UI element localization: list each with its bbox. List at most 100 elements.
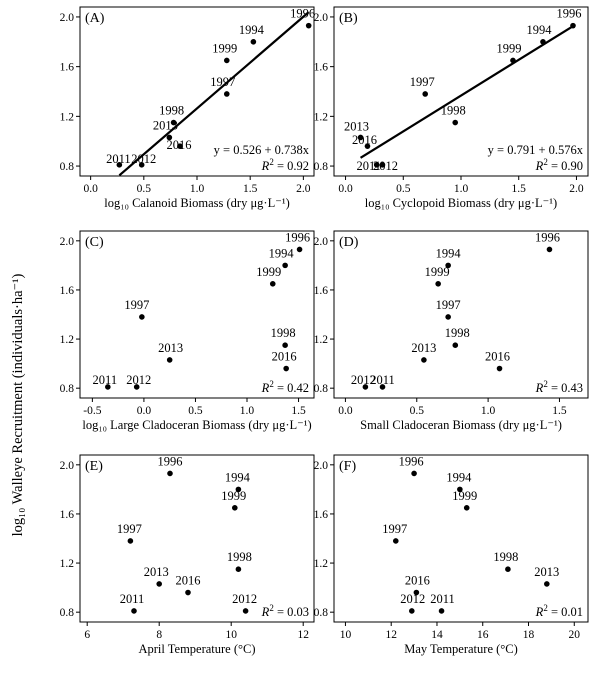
data-point-2012 bbox=[379, 162, 386, 168]
point-label-1998: 1998 bbox=[227, 550, 252, 564]
point-label-1998: 1998 bbox=[493, 550, 518, 564]
data-point-2016 bbox=[283, 365, 289, 372]
point-label-2012: 2012 bbox=[232, 592, 257, 606]
y-tick-label: 1.2 bbox=[60, 334, 75, 346]
y-tick-label: 1.6 bbox=[60, 509, 75, 521]
y-tick-label: 0.8 bbox=[314, 161, 329, 173]
data-point-1994 bbox=[540, 38, 546, 45]
point-label-1996: 1996 bbox=[556, 7, 581, 21]
point-label-1996: 1996 bbox=[285, 230, 310, 244]
data-point-2011 bbox=[379, 384, 386, 390]
x-tick-label: 10 bbox=[340, 629, 352, 641]
data-point-1998 bbox=[452, 119, 459, 126]
data-point-1998 bbox=[452, 342, 459, 348]
point-label-1999: 1999 bbox=[425, 265, 450, 279]
panel-label: (D) bbox=[339, 235, 359, 250]
data-point-1999 bbox=[223, 57, 230, 64]
data-point-2013 bbox=[357, 134, 364, 141]
data-point-1996 bbox=[546, 246, 553, 253]
panel-f: 10 12 14 16 18 20 0.8 1.2 1.6 2.0 (F) May Temperatu… bbox=[314, 454, 589, 656]
data-point-1994 bbox=[250, 38, 257, 45]
point-label-1997: 1997 bbox=[382, 522, 407, 536]
x-axis-label: May Temperature (°C) bbox=[404, 642, 518, 656]
data-point-1996 bbox=[570, 22, 576, 29]
point-label-2012: 2012 bbox=[126, 373, 151, 387]
data-point-2011 bbox=[438, 608, 445, 614]
point-label-2012: 2012 bbox=[131, 152, 156, 166]
x-tick-label: 1.0 bbox=[454, 183, 469, 195]
point-label-2013: 2013 bbox=[344, 119, 369, 133]
data-point-2012 bbox=[362, 384, 369, 390]
point-label-1999: 1999 bbox=[212, 41, 237, 55]
x-tick-label: 1.5 bbox=[512, 183, 527, 195]
x-tick-label: 0.0 bbox=[83, 183, 98, 195]
point-label-2013: 2013 bbox=[534, 565, 559, 579]
data-point-1998 bbox=[282, 342, 288, 348]
point-label-2011: 2011 bbox=[106, 152, 131, 166]
y-tick-label: 1.2 bbox=[60, 558, 75, 570]
y-tick-label: 1.6 bbox=[314, 62, 329, 74]
point-label-1999: 1999 bbox=[221, 489, 246, 503]
point-label-1994: 1994 bbox=[225, 470, 251, 484]
point-label-1994: 1994 bbox=[239, 23, 265, 37]
data-point-1996 bbox=[305, 22, 312, 29]
data-point-2013 bbox=[156, 581, 162, 587]
x-tick-label: 0.0 bbox=[137, 405, 152, 417]
data-point-1999 bbox=[435, 281, 441, 287]
point-label-2013: 2013 bbox=[158, 341, 183, 355]
r-squared-label: R2 = 0.03 bbox=[261, 603, 309, 619]
data-point-1999 bbox=[463, 505, 470, 511]
plot-frame bbox=[333, 230, 589, 399]
point-label-1994: 1994 bbox=[446, 470, 472, 484]
data-point-1994 bbox=[445, 262, 451, 269]
point-label-2016: 2016 bbox=[352, 133, 377, 147]
point-label-1996: 1996 bbox=[158, 454, 183, 468]
x-tick-label: 8 bbox=[156, 629, 162, 641]
point-label-2011: 2011 bbox=[120, 592, 145, 606]
point-label-1998: 1998 bbox=[159, 104, 184, 118]
plot-frame bbox=[79, 230, 315, 399]
y-tick-label: 0.8 bbox=[314, 607, 329, 619]
x-tick-label: 12 bbox=[385, 629, 397, 641]
data-point-1999 bbox=[269, 281, 276, 287]
data-point-2016 bbox=[177, 143, 183, 149]
plot-frame bbox=[333, 454, 589, 623]
y-tick-label: 1.2 bbox=[314, 111, 329, 123]
x-tick-label: 10 bbox=[225, 629, 237, 641]
data-point-2012 bbox=[242, 608, 249, 614]
x-tick-label: 6 bbox=[84, 629, 90, 641]
y-tick-label: 1.6 bbox=[314, 285, 329, 297]
point-label-2016: 2016 bbox=[485, 350, 510, 364]
data-point-2016 bbox=[413, 589, 420, 596]
y-tick-label: 1.2 bbox=[60, 111, 75, 123]
data-point-1994 bbox=[235, 486, 242, 493]
x-tick-label: 1.0 bbox=[190, 183, 205, 195]
data-point-2013 bbox=[166, 134, 173, 141]
data-point-1999 bbox=[510, 57, 516, 64]
x-tick-label: 1.5 bbox=[291, 405, 306, 417]
data-point-1998 bbox=[235, 566, 242, 572]
data-point-1997 bbox=[139, 314, 145, 320]
y-tick-label: 1.2 bbox=[314, 334, 329, 346]
y-tick-label: 2.0 bbox=[60, 460, 75, 472]
y-tick-label: 0.8 bbox=[314, 383, 329, 395]
data-point-2013 bbox=[544, 581, 550, 587]
point-label-2016: 2016 bbox=[176, 574, 201, 588]
point-label-1997: 1997 bbox=[410, 75, 435, 89]
r-squared-label: R2 = 0.90 bbox=[535, 157, 583, 173]
y-tick-label: 2.0 bbox=[314, 236, 329, 248]
x-axis-label: Small Cladoceran Biomass (dry μg·L⁻¹) bbox=[360, 418, 562, 432]
data-point-1996 bbox=[411, 470, 417, 477]
point-label-1997: 1997 bbox=[124, 298, 149, 312]
panel-a: 0.0 0.5 1.0 1.5 2.0 0.8 1.2 1.6 2.0 (A) log₁₀ Cala… bbox=[60, 6, 315, 210]
regression-line bbox=[118, 11, 310, 177]
x-axis-label: log₁₀ Large Cladoceran Biomass (dry μg·L… bbox=[82, 418, 311, 432]
panel-b: 0.0 0.5 1.0 1.5 2.0 0.8 1.2 1.6 2.0 (B) log₁₀ Cycl… bbox=[314, 6, 589, 210]
x-tick-label: 2.0 bbox=[296, 183, 311, 195]
x-tick-label: 14 bbox=[431, 629, 443, 641]
x-tick-label: 0.5 bbox=[396, 183, 411, 195]
r-squared-label: R2 = 0.42 bbox=[261, 379, 309, 395]
point-label-2013: 2013 bbox=[153, 118, 178, 132]
point-label-1997: 1997 bbox=[117, 522, 142, 536]
regression-equation: y = 0.791 + 0.576x bbox=[488, 143, 584, 157]
